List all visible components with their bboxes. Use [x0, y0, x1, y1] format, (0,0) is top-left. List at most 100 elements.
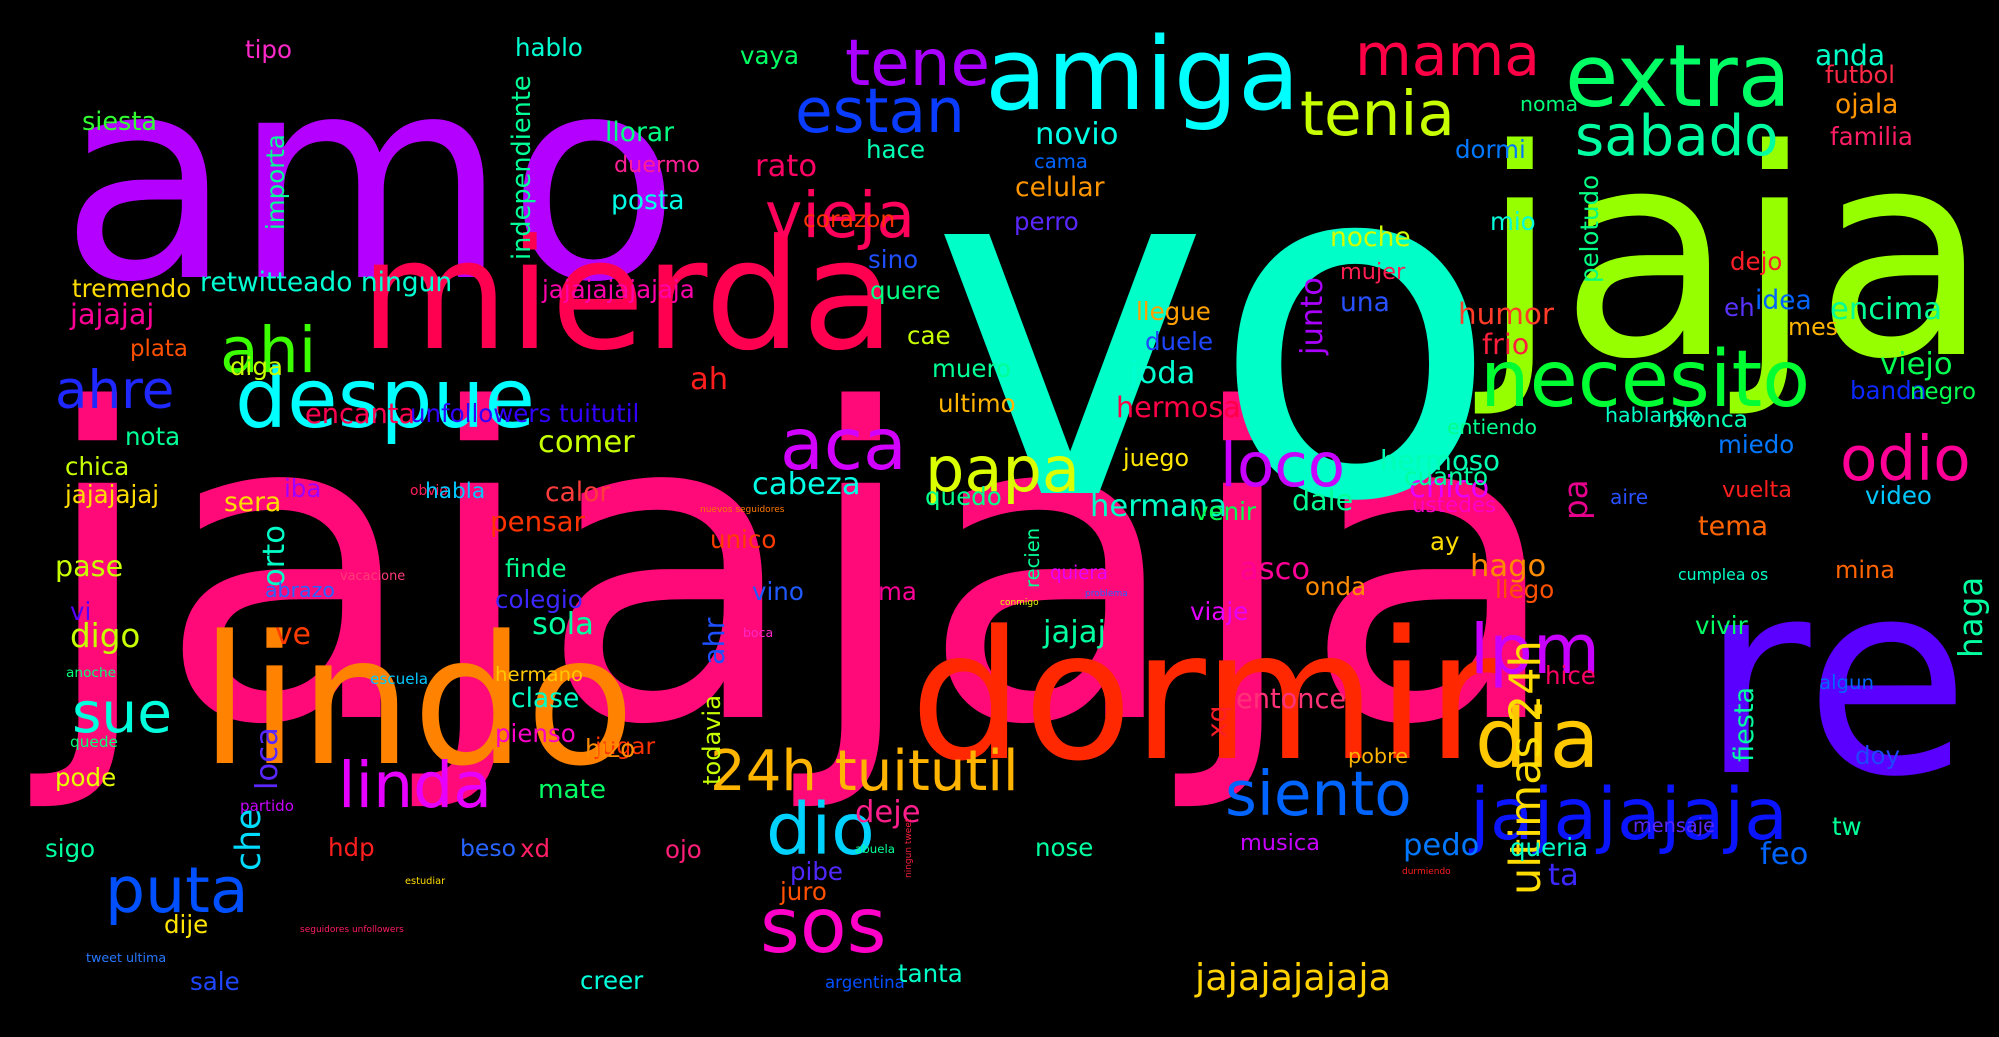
word: sue — [72, 680, 173, 746]
word: hablando — [1605, 402, 1701, 427]
word: durmiendo — [1402, 866, 1451, 877]
word: hago — [1470, 548, 1547, 584]
word: una — [1340, 286, 1390, 318]
word: musica — [1240, 829, 1320, 856]
word: video — [1865, 480, 1932, 510]
word: tweet ultima — [86, 949, 167, 965]
word: joda — [1130, 355, 1196, 391]
word: idea — [1755, 284, 1812, 316]
word: ah — [690, 361, 729, 397]
word: linda — [338, 748, 492, 823]
word: novio — [1035, 116, 1119, 152]
word: mes — [1788, 313, 1838, 342]
word: finde — [505, 553, 567, 583]
word: deje — [855, 794, 921, 830]
word: jajajajajaja — [1195, 955, 1392, 999]
word: pa — [1557, 479, 1595, 520]
word: tremendo — [72, 273, 192, 303]
word: ahr — [697, 617, 731, 665]
word: hermana — [1090, 488, 1227, 524]
word: obvio — [410, 483, 448, 500]
word: vaya — [740, 40, 800, 70]
word: sale — [190, 966, 240, 996]
word: plata — [130, 335, 188, 362]
word: tene — [845, 25, 991, 101]
word: cae — [907, 320, 951, 350]
word: loca — [250, 727, 285, 790]
word: diga — [230, 351, 283, 381]
word: dio — [766, 788, 875, 872]
word: abuela — [855, 842, 895, 857]
word: viaje — [1190, 596, 1249, 626]
word: xq — [1202, 705, 1233, 738]
word: viejo — [1880, 346, 1953, 382]
word: puta — [105, 853, 249, 928]
word: dormi — [1455, 134, 1526, 164]
word: vieja — [765, 178, 916, 253]
word: re — [1700, 523, 1970, 836]
word: necesito — [1480, 333, 1811, 425]
word: quede — [70, 733, 118, 752]
word: dale — [1292, 482, 1354, 517]
word: mama — [1355, 20, 1541, 89]
word: cabeza — [752, 466, 861, 502]
word: bronca — [1668, 406, 1748, 434]
word: habla — [425, 479, 486, 505]
word: cama — [1034, 150, 1088, 174]
word: entonce — [1236, 684, 1347, 716]
word: problema — [1085, 588, 1128, 599]
word: entiendo — [1447, 414, 1538, 439]
word: jajajajaja — [1470, 773, 1788, 857]
word: ahi — [220, 313, 317, 388]
word: partido — [240, 797, 294, 816]
word: pase — [55, 548, 124, 583]
word: odio — [1840, 424, 1971, 496]
word: ojala — [1835, 88, 1899, 120]
word: jajajajajajaja — [542, 274, 695, 304]
word: duermo — [614, 151, 701, 178]
word: tw — [1832, 811, 1862, 841]
word: clase — [511, 682, 580, 714]
word: unfollowers tuitutil — [410, 398, 640, 428]
word: vo — [930, 53, 1501, 606]
word: hace — [866, 134, 926, 164]
word: junto — [1295, 277, 1330, 355]
word: sera — [224, 486, 282, 518]
word: vacacione — [340, 568, 406, 584]
word: mina — [1835, 555, 1895, 584]
word: seguidores unfollowers — [300, 924, 404, 935]
word: doy — [1855, 740, 1901, 770]
word: pibe — [790, 856, 843, 886]
word: juro — [780, 876, 827, 906]
word: noma — [1520, 91, 1579, 116]
word: tipo — [245, 34, 292, 64]
word: dia — [1475, 692, 1600, 788]
word: comer — [538, 424, 635, 460]
word: celular — [1015, 171, 1105, 203]
word: nose — [1035, 832, 1094, 862]
word: pelotudo — [1575, 174, 1604, 283]
word: pensar — [490, 505, 585, 539]
word: muero — [932, 353, 1011, 383]
word: hermoso — [1380, 445, 1500, 478]
word: llegue — [1136, 296, 1211, 326]
word: dije — [164, 909, 209, 939]
word: posta — [611, 184, 685, 216]
word: recien — [1021, 527, 1044, 588]
word: mio — [1490, 206, 1536, 236]
word: ojo — [665, 834, 702, 864]
word: sola — [532, 606, 594, 642]
word: vuelta — [1722, 476, 1792, 503]
word: loco — [1220, 429, 1346, 501]
word: ve — [275, 617, 311, 653]
word: dormir — [910, 593, 1500, 802]
word: encanta — [305, 399, 416, 431]
word: cuanto — [1404, 461, 1489, 491]
word: noche — [1330, 221, 1411, 253]
word: frio — [1482, 326, 1530, 361]
word: sos — [760, 882, 887, 972]
word: retwitteado ningun — [200, 266, 453, 298]
word: chica — [65, 451, 130, 481]
word: juego — [1123, 444, 1189, 473]
